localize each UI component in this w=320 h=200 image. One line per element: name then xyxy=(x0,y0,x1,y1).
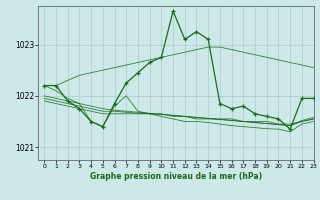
X-axis label: Graphe pression niveau de la mer (hPa): Graphe pression niveau de la mer (hPa) xyxy=(90,172,262,181)
